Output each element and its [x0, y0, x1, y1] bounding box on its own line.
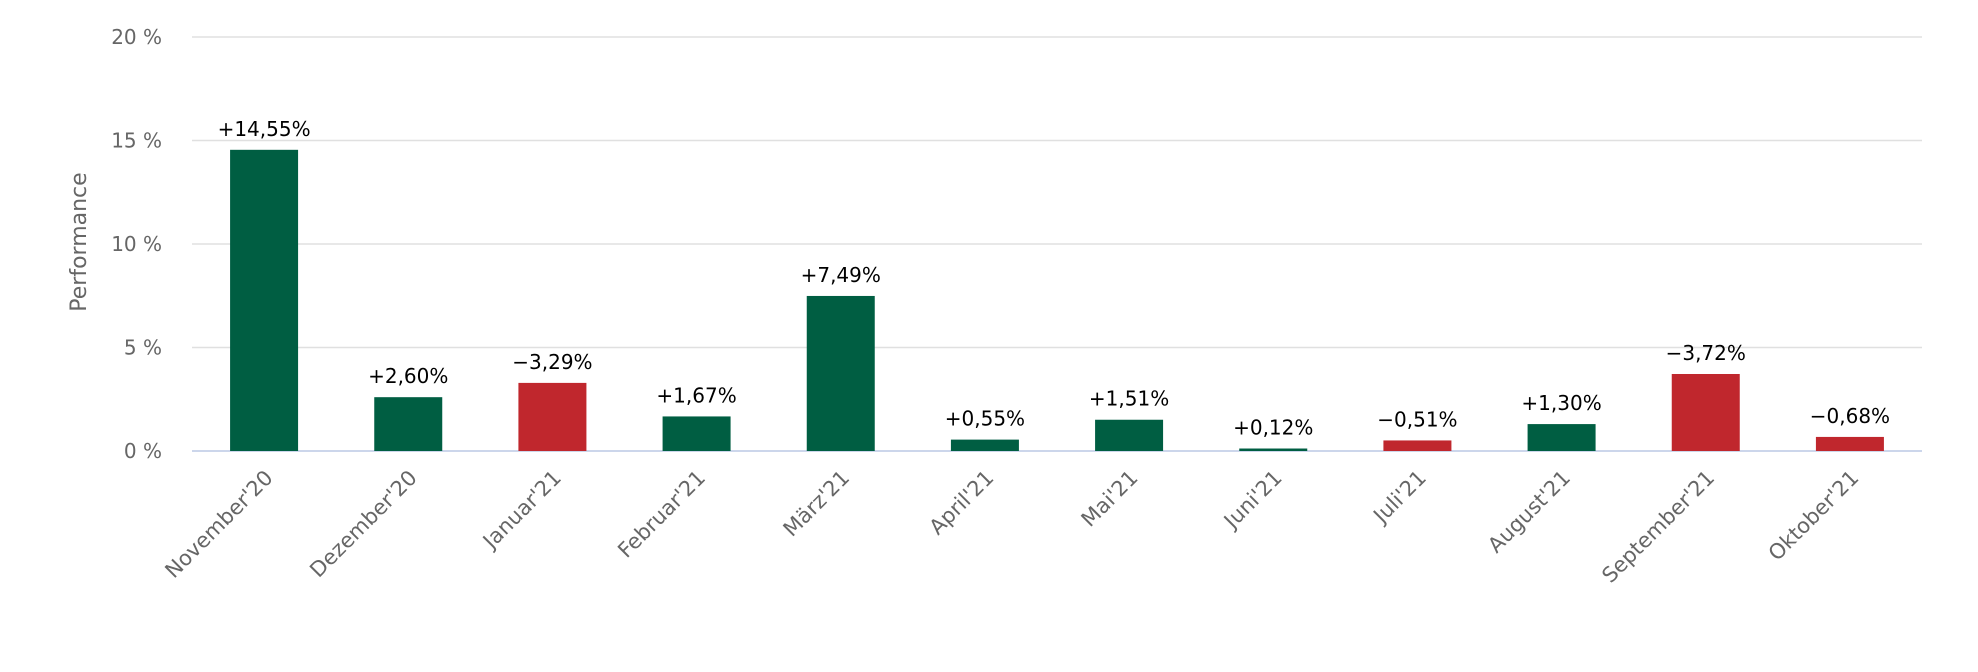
y-tick-label: 20 % [111, 25, 162, 49]
data-label: −0,68% [1810, 404, 1890, 428]
x-tick-label: Oktober'21 [1764, 466, 1864, 566]
x-tick-label: Mai'21 [1077, 466, 1143, 532]
data-label: +2,60% [368, 364, 448, 388]
y-tick-label: 0 % [124, 439, 162, 463]
bar [1671, 373, 1740, 451]
data-label: +14,55% [218, 117, 311, 141]
data-label: +0,12% [1233, 416, 1313, 440]
bars [230, 149, 1884, 451]
x-tick-label: Juli'21 [1368, 466, 1431, 529]
x-tick-label: Dezember'20 [305, 466, 422, 583]
bar [1815, 436, 1884, 451]
y-axis-ticks: 0 % 5 % 10 % 15 % 20 % [111, 25, 162, 463]
data-label: −3,29% [512, 350, 592, 374]
data-label: +7,49% [801, 263, 881, 287]
x-tick-label: März'21 [779, 466, 855, 542]
data-label: +1,51% [1089, 387, 1169, 411]
bar [1383, 440, 1452, 451]
data-labels: +14,55% +2,60% −3,29% +1,67% +7,49% +0,55% +1,… [218, 117, 1890, 440]
data-label: +0,55% [945, 407, 1025, 431]
bar [230, 149, 299, 451]
bar [806, 295, 875, 451]
x-tick-label: Februar'21 [613, 466, 710, 563]
x-tick-label: September'21 [1597, 466, 1719, 588]
y-tick-label: 5 % [124, 336, 162, 360]
x-axis-labels: November'20 Dezember'20 Januar'21 Februar'2… [160, 466, 1863, 588]
data-label: −0,51% [1377, 407, 1457, 431]
data-label: −3,72% [1666, 341, 1746, 365]
bar [1095, 419, 1164, 451]
x-tick-label: November'20 [160, 466, 277, 583]
x-tick-label: Januar'21 [477, 466, 566, 555]
bar [518, 382, 587, 451]
x-tick-label: Juni'21 [1218, 466, 1287, 535]
data-label: +1,30% [1521, 391, 1601, 415]
bar [1239, 448, 1308, 451]
bar [374, 397, 443, 451]
y-axis-title: Performance [67, 172, 92, 311]
y-tick-label: 10 % [111, 232, 162, 256]
bar [950, 439, 1019, 451]
grid-lines [192, 36, 1922, 452]
bar [662, 416, 731, 451]
x-tick-label: August'21 [1483, 466, 1575, 558]
y-tick-label: 15 % [111, 129, 162, 153]
x-tick-label: April'21 [925, 466, 999, 540]
data-label: +1,67% [656, 383, 736, 407]
bar [1527, 424, 1596, 451]
